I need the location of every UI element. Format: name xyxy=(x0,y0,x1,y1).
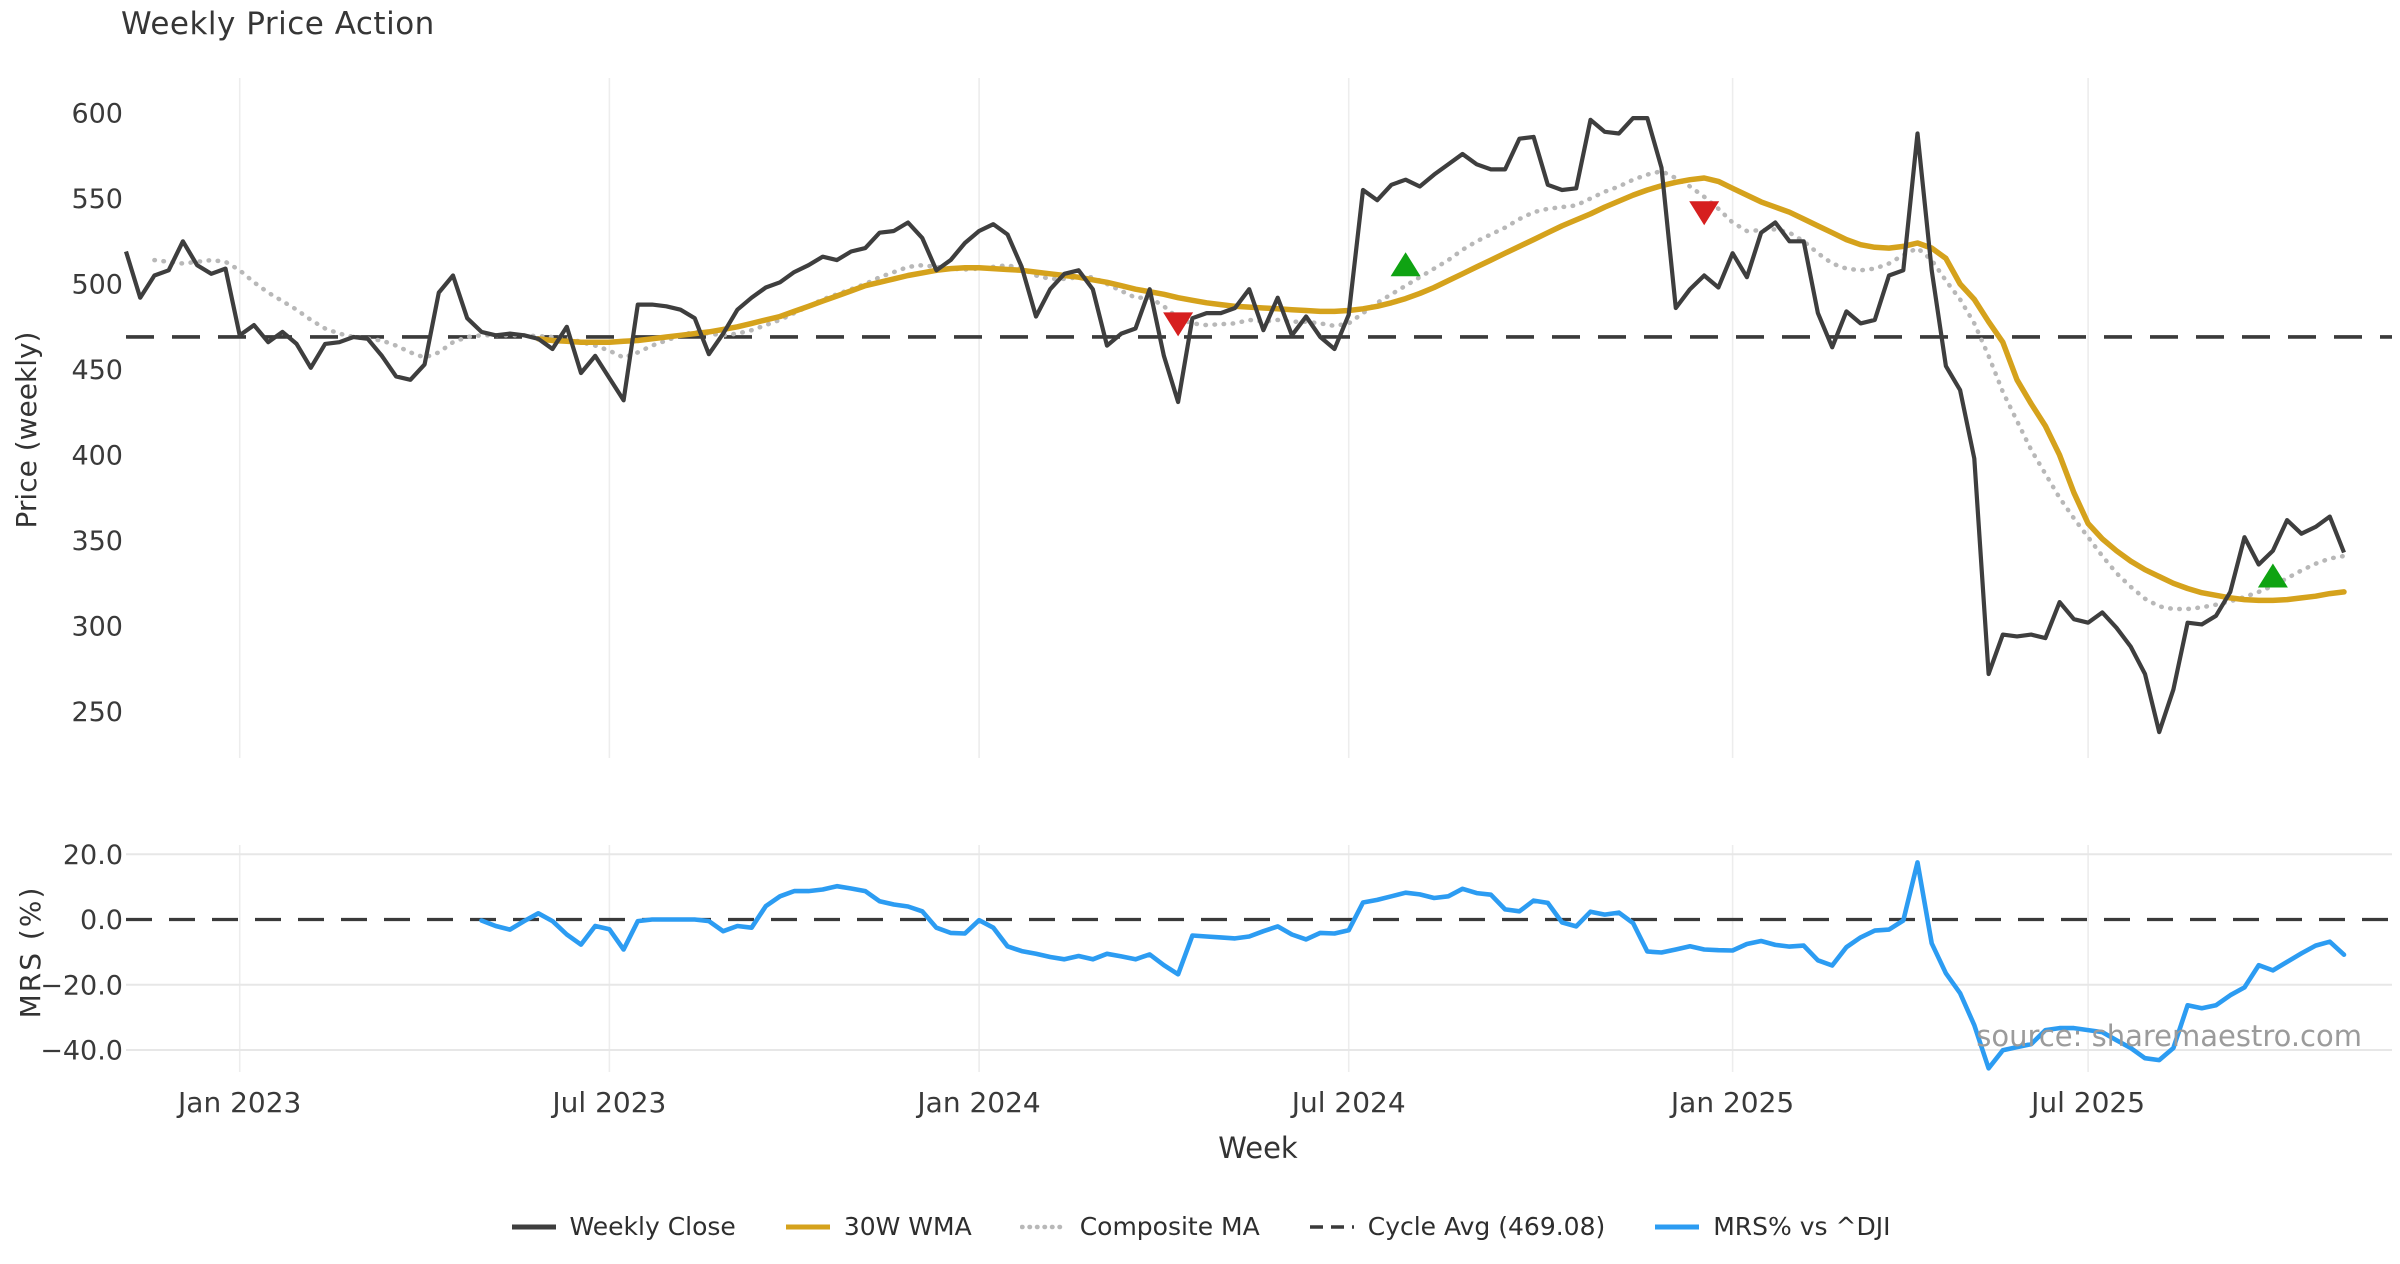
mrs-ytick-label: 0.0 xyxy=(80,905,123,936)
legend-swatch-solid xyxy=(1655,1224,1700,1229)
legend-swatch-dotted xyxy=(1019,1224,1068,1229)
mrs-ytick-label: −20.0 xyxy=(40,970,123,1001)
price-ytick-label: 250 xyxy=(71,697,123,728)
buy-signal-marker xyxy=(1390,252,1421,277)
mrs-axis-title: MRS (%) xyxy=(14,886,47,1019)
wma-line xyxy=(535,175,2347,604)
legend-swatch-solid xyxy=(511,1224,556,1229)
price-ytick-label: 450 xyxy=(71,355,123,386)
mrs-ytick-label: 20.0 xyxy=(63,840,123,871)
legend-label: Cycle Avg (469.08) xyxy=(1367,1212,1606,1241)
buy-signal-marker xyxy=(2257,563,2288,588)
xtick-label: Jan 2025 xyxy=(1669,1086,1794,1119)
xtick-label: Jan 2023 xyxy=(176,1086,301,1119)
chart-legend: Weekly Close 30W WMA Composite MA Cycle Avg… xyxy=(0,1212,2400,1241)
weekly-close-line xyxy=(123,116,2346,735)
price-ytick-label: 500 xyxy=(71,270,123,301)
axis-ticks: 600 550 500 450 400 350 300 250 20.0 0.0 −20.0 −40.… xyxy=(40,99,2145,1120)
xtick-label: Jul 2024 xyxy=(1290,1086,1406,1119)
legend-item: Composite MA xyxy=(1019,1212,1260,1241)
sell-signal-marker xyxy=(1163,312,1194,337)
xtick-label: Jul 2025 xyxy=(2029,1086,2145,1119)
price-ytick-label: 550 xyxy=(71,184,123,215)
legend-label: Composite MA xyxy=(1079,1212,1260,1241)
mrs-line xyxy=(479,860,2347,1071)
legend-item: 30W WMA xyxy=(784,1212,972,1241)
price-ytick-label: 350 xyxy=(71,526,123,557)
mrs-ytick-label: −40.0 xyxy=(40,1036,123,1067)
x-axis-title: Week xyxy=(1218,1131,1298,1165)
page-title: Weekly Price Action xyxy=(121,6,435,42)
legend-item: MRS% vs ^DJI xyxy=(1653,1212,1890,1241)
legend-label: MRS% vs ^DJI xyxy=(1713,1212,1891,1241)
price-ytick-label: 400 xyxy=(71,441,123,472)
price-ytick-label: 600 xyxy=(71,99,123,130)
legend-label: 30W WMA xyxy=(843,1212,972,1241)
legend-item: Weekly Close xyxy=(510,1212,736,1241)
composite-ma-line xyxy=(152,168,2347,612)
price-axis-title: Price (weekly) xyxy=(10,332,43,529)
watermark: source: sharemaestro.com xyxy=(1976,1019,2362,1053)
legend-item: Cycle Avg (469.08) xyxy=(1308,1212,1606,1241)
legend-label: Weekly Close xyxy=(569,1212,736,1241)
xtick-label: Jul 2023 xyxy=(550,1086,666,1119)
legend-swatch-dashed xyxy=(1309,1224,1354,1229)
legend-swatch-solid xyxy=(785,1224,830,1229)
sell-signal-marker xyxy=(1689,201,1720,226)
gridlines xyxy=(126,78,2392,1072)
price-ytick-label: 300 xyxy=(71,612,123,643)
xtick-label: Jan 2024 xyxy=(915,1086,1040,1119)
